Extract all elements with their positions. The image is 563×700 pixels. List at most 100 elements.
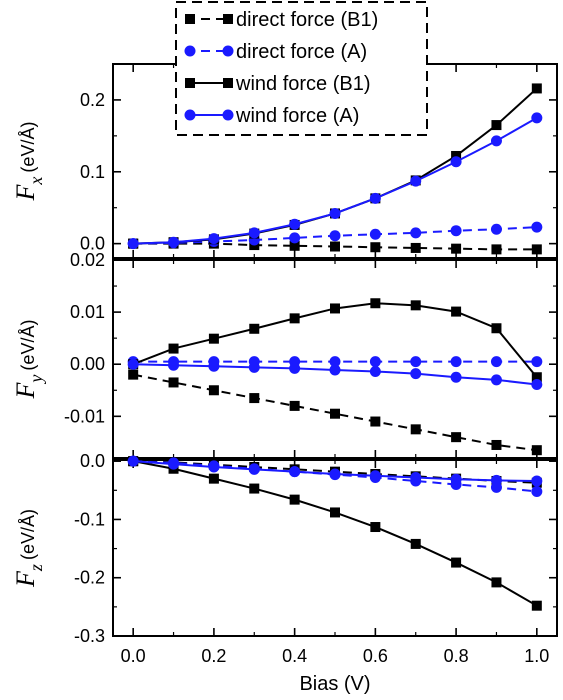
legend-marker: [184, 45, 196, 57]
data-point: [127, 238, 139, 250]
series-wind-force-a-: [127, 358, 543, 391]
data-point: [450, 356, 462, 368]
data-point: [451, 432, 462, 443]
data-point: [370, 298, 381, 309]
data-point: [329, 356, 341, 368]
data-point: [531, 485, 543, 497]
legend-entry: wind force (A): [184, 105, 359, 127]
x-tick-label: 0.8: [444, 646, 469, 666]
data-point: [370, 242, 381, 253]
data-point: [289, 400, 300, 411]
data-point: [289, 313, 300, 324]
y-tick-label: -0.01: [64, 406, 105, 426]
data-point: [370, 522, 381, 533]
data-point: [491, 577, 502, 588]
y-axis-label-unit: (eV/Å): [18, 320, 38, 371]
data-point: [248, 227, 260, 239]
data-point: [410, 368, 422, 380]
y-tick-label: 0.1: [80, 162, 105, 182]
data-point: [369, 192, 381, 204]
data-point: [450, 371, 462, 383]
legend-entry: direct force (A): [184, 41, 367, 63]
y-axis-label-sub: z: [26, 564, 46, 572]
data-point: [410, 227, 422, 239]
legend-label: wind force (B1): [235, 73, 371, 95]
series-wind-force-a-: [127, 455, 543, 487]
y-axis-label-var: F: [11, 570, 40, 588]
data-point: [329, 207, 341, 219]
y-axis-label: Fy (eV/Å): [11, 320, 46, 400]
data-point: [369, 356, 381, 368]
y-axis-label-sub: x: [26, 177, 46, 186]
data-point: [491, 120, 502, 131]
data-point: [410, 300, 421, 311]
data-point: [128, 369, 139, 380]
data-point: [531, 475, 543, 487]
data-point: [208, 360, 220, 372]
data-point: [329, 364, 341, 376]
y-axis-label: Fx (eV/Å): [11, 122, 46, 202]
data-point: [410, 471, 422, 483]
data-point: [490, 135, 502, 147]
data-point: [410, 242, 421, 253]
data-point: [369, 366, 381, 378]
data-point: [289, 362, 301, 374]
data-point: [531, 112, 543, 124]
legend-label: direct force (B1): [236, 9, 378, 31]
data-point: [490, 356, 502, 368]
x-axis-label: Bias (V): [299, 673, 370, 695]
y-axis-label-sub: y: [26, 375, 46, 385]
data-point: [451, 150, 462, 161]
y-axis-label-unit: (eV/Å): [18, 509, 38, 560]
data-point: [168, 359, 180, 371]
series-line: [132, 460, 538, 607]
legend-label: wind force (A): [235, 105, 359, 127]
data-point: [531, 372, 542, 383]
data-point: [490, 374, 502, 386]
data-point: [289, 218, 301, 230]
data-point: [208, 473, 219, 484]
series-wind-force-b1-: [128, 298, 542, 383]
data-point: [208, 461, 220, 473]
data-point: [330, 241, 340, 252]
data-point: [330, 507, 340, 518]
data-point: [450, 225, 462, 237]
data-point: [208, 385, 219, 396]
data-point: [168, 458, 180, 470]
data-point: [329, 468, 341, 480]
y-tick-label: 0.0: [80, 234, 105, 254]
y-tick-label: -0.3: [74, 626, 105, 646]
chart-legend: direct force (B1) direct force (A) wind fo…: [175, 1, 428, 136]
y-axis-label: Fz (eV/Å): [11, 509, 46, 588]
data-point: [410, 538, 421, 549]
data-point: [289, 240, 300, 251]
y-tick-label: 0.2: [80, 90, 105, 110]
series-wind-force-a-: [127, 112, 543, 250]
y-tick-label: -0.2: [74, 568, 105, 588]
x-tick-label: 0.6: [363, 646, 388, 666]
data-point: [289, 494, 300, 505]
y-tick-label: 0.0: [80, 451, 105, 471]
y-tick-label: 0.00: [70, 354, 105, 374]
y-axis-label-unit: (eV/Å): [18, 122, 38, 173]
series-direct-force-b1-: [128, 369, 542, 456]
chart-panels: 0.0 0.1 0.2 Fx (eV/Å) -0.01 0.00 0.01 0.02 Fy (eV/…: [11, 63, 558, 666]
legend-marker: [184, 109, 196, 121]
legend-marker: [185, 78, 195, 88]
data-point: [490, 223, 502, 235]
legend-marker: [223, 14, 233, 24]
x-tick-label: 1.0: [524, 646, 549, 666]
data-point: [410, 175, 422, 187]
data-point: [249, 393, 260, 404]
data-point: [208, 333, 219, 344]
data-point: [249, 483, 260, 494]
x-tick-label: 0.0: [121, 646, 146, 666]
data-point: [451, 243, 462, 254]
data-point: [531, 445, 542, 456]
data-point: [531, 379, 543, 391]
y-tick-label: 0.02: [70, 250, 105, 270]
data-point: [451, 306, 462, 317]
data-point: [531, 244, 542, 255]
data-point: [531, 356, 543, 368]
data-point: [168, 236, 180, 248]
